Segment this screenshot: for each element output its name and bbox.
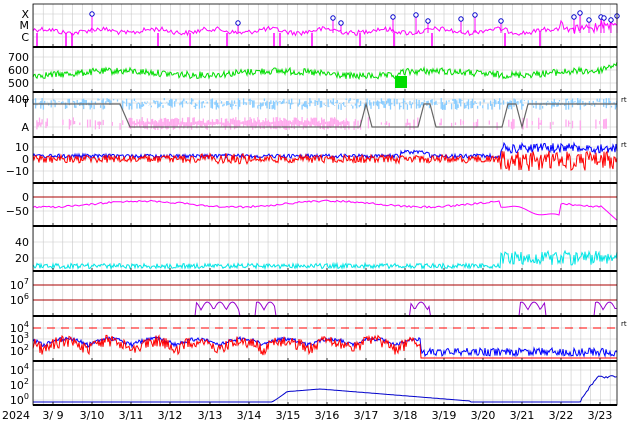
y-tick-label: 700 (8, 51, 29, 64)
electron-flux-series (33, 301, 617, 317)
flare-marker (586, 17, 592, 23)
wind-speed-series (32, 61, 618, 81)
x-date-label: 3/11 (119, 409, 144, 422)
y-tick-label: 600 (8, 64, 29, 77)
flare-marker (571, 14, 577, 20)
imf-bz-series (32, 150, 618, 171)
x-date-label: 3/16 (315, 409, 340, 422)
y-tick-label: A (21, 121, 29, 134)
y-tick-label: 102 (10, 343, 29, 358)
flare-marker (472, 12, 478, 18)
kp-series (32, 249, 618, 271)
flare-series (32, 19, 617, 37)
x-date-label: 3/17 (354, 409, 379, 422)
x-date-label: 3/23 (588, 409, 613, 422)
high-energy-proton-series (33, 375, 617, 403)
label-layer: XMC700600500400TArt100−10rt0−50402010710… (2, 8, 627, 422)
panel-right-label: rt (621, 141, 627, 149)
y-tick-label: 500 (8, 77, 29, 90)
panel-frame (32, 3, 618, 48)
y-tick-label: 0 (22, 191, 29, 204)
dst-series (32, 199, 618, 221)
x-date-label: 3/20 (471, 409, 496, 422)
x-date-label: 3/10 (80, 409, 105, 422)
flare-marker (89, 11, 95, 17)
y-tick-label: X (21, 8, 29, 21)
y-tick-label: −50 (6, 205, 29, 218)
y-tick-label: −10 (6, 165, 29, 178)
flare-marker (413, 12, 419, 18)
flare-marker (235, 20, 241, 26)
y-tick-label: 104 (10, 362, 29, 377)
proton-flux-low (32, 334, 617, 359)
imf-bt-series (32, 141, 618, 160)
y-tick-label: 10 (15, 141, 29, 154)
flare-marker (390, 14, 396, 20)
y-tick-label: 102 (10, 377, 29, 392)
flare-marker (458, 16, 464, 22)
flare-marker (601, 15, 607, 21)
x-date-label: 3/13 (198, 409, 223, 422)
y-tick-label: 107 (10, 277, 29, 292)
x-year-label: 2024 (2, 409, 30, 422)
y-tick-label: 106 (10, 292, 29, 307)
x-date-label: 3/18 (393, 409, 418, 422)
flare-marker (425, 18, 431, 24)
flare-marker (577, 10, 583, 16)
y-tick-label: 40 (15, 236, 29, 249)
panel-frame (32, 270, 618, 317)
y-tick-label: 400 (8, 93, 29, 106)
x-date-label: 3/14 (237, 409, 262, 422)
sector-trace (33, 101, 617, 130)
y-tick-label: 20 (15, 252, 29, 265)
frame-layer (32, 3, 618, 406)
x-date-label: 3/15 (276, 409, 301, 422)
y-tick-label: T (21, 97, 29, 110)
flare-marker (498, 18, 504, 24)
y-tick-label: C (21, 31, 29, 44)
x-date-label: 3/ 9 (42, 409, 63, 422)
data-layer (32, 10, 620, 403)
panel-frame (32, 360, 618, 406)
x-date-label: 3/21 (510, 409, 535, 422)
flare-marker (338, 20, 344, 26)
x-date-label: 3/19 (432, 409, 457, 422)
flare-marker (330, 15, 336, 21)
y-tick-label: 0 (22, 153, 29, 166)
panel-right-label: rt (621, 320, 627, 328)
panel-right-label: rt (621, 96, 627, 104)
flare-marker (608, 17, 614, 23)
wind-speed-gap-fill (395, 76, 407, 88)
panel-frame (32, 182, 618, 227)
y-tick-label: 100 (10, 392, 29, 407)
y-tick-label: M (20, 19, 30, 32)
x-date-label: 3/22 (549, 409, 574, 422)
proton-flux-high (32, 335, 618, 358)
x-date-label: 3/12 (158, 409, 183, 422)
